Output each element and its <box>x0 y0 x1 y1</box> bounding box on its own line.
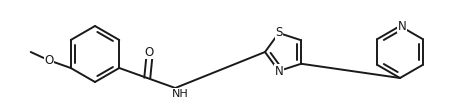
Text: S: S <box>275 26 283 39</box>
Text: NH: NH <box>172 89 188 99</box>
Text: N: N <box>275 65 283 77</box>
Text: O: O <box>145 45 154 59</box>
Text: O: O <box>44 54 53 66</box>
Text: N: N <box>398 20 406 32</box>
